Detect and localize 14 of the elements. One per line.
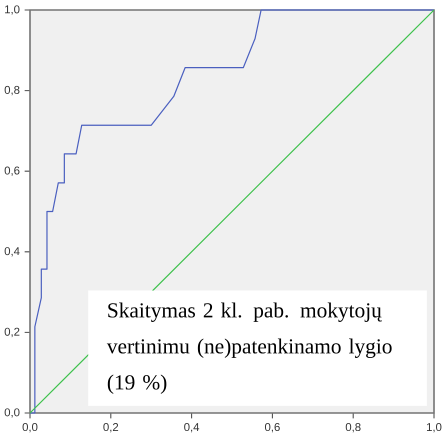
y-tick-label: 0,4	[4, 247, 20, 256]
x-tick-label: 0,6	[264, 423, 280, 432]
x-tick-label: 0,0	[22, 423, 38, 432]
y-tick-label: 0,8	[4, 86, 20, 96]
x-tick-label: 1,0	[426, 423, 442, 432]
x-tick-label: 0,4	[184, 423, 200, 432]
line-series	[29, 9, 435, 414]
x-tick-label: 0,8	[346, 423, 361, 432]
y-tick-label: 0,0	[4, 408, 20, 418]
y-tick-label: 0,2	[4, 328, 20, 338]
x-tick-label: 0,2	[103, 423, 118, 432]
annotation: Skaitymas 2 kl. pab. mokytojų vertinimu (ne)patenkinamo lygio (19 %)	[106, 302, 392, 394]
y-tick-label: 1,0	[5, 5, 20, 15]
y-tick-label: 0,6	[4, 166, 20, 176]
